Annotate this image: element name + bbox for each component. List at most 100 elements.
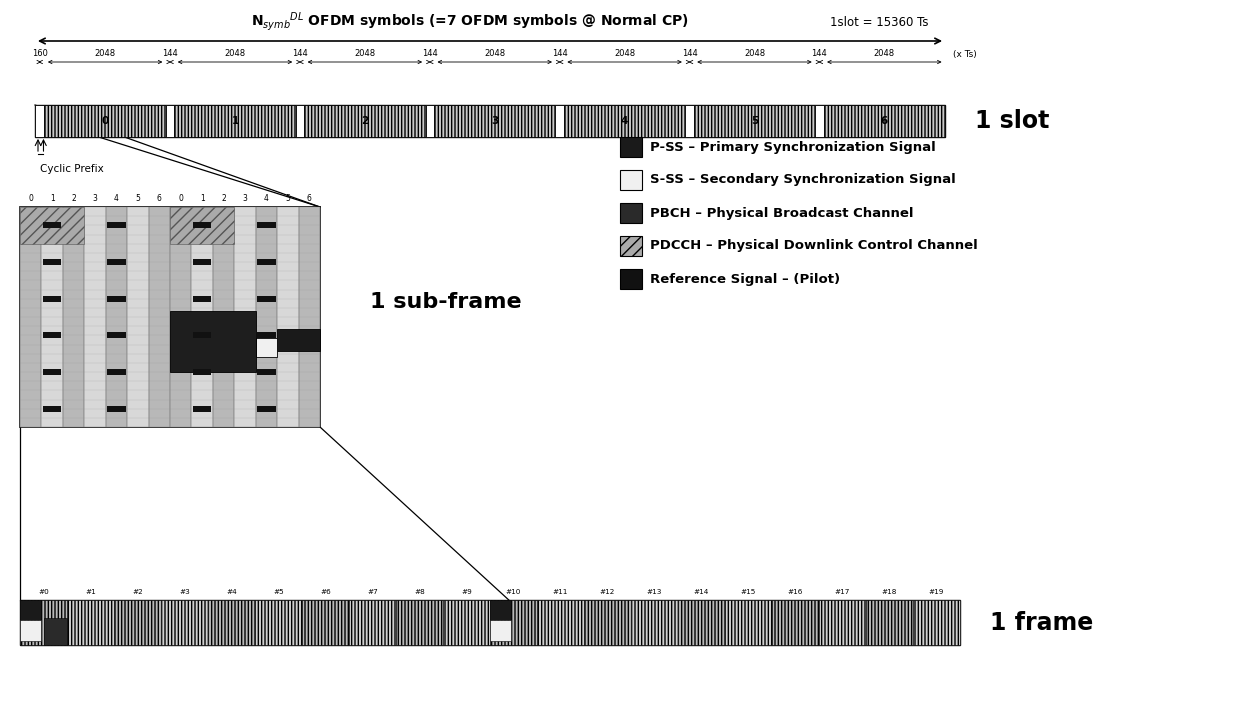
Bar	[678, 600, 725, 645]
Bar	[258, 295, 275, 302]
Text: #13: #13	[647, 589, 662, 595]
Bar	[348, 600, 396, 645]
Bar	[686, 105, 694, 137]
Bar	[434, 105, 556, 137]
Bar	[773, 600, 818, 645]
Bar	[208, 600, 255, 645]
Bar	[537, 600, 584, 645]
Bar	[234, 207, 255, 427]
Bar	[193, 332, 211, 338]
Text: 1 frame: 1 frame	[990, 611, 1094, 635]
Bar	[108, 406, 125, 412]
Text: 2048: 2048	[94, 49, 115, 59]
Text: 3: 3	[243, 194, 248, 203]
Bar	[620, 137, 642, 157]
Bar	[620, 170, 642, 190]
Text: #15: #15	[740, 589, 756, 595]
Text: 2048: 2048	[874, 49, 895, 59]
Bar	[193, 222, 211, 229]
Text: 2: 2	[221, 194, 226, 203]
Bar	[149, 207, 170, 427]
Bar	[128, 207, 149, 427]
Text: #1: #1	[86, 589, 95, 595]
Bar	[295, 105, 304, 137]
Bar	[43, 295, 61, 302]
Text: #19: #19	[929, 589, 944, 595]
Bar	[114, 600, 161, 645]
Text: 144: 144	[162, 49, 179, 59]
Bar	[913, 600, 960, 645]
Text: #17: #17	[835, 589, 851, 595]
Bar	[105, 207, 128, 427]
Bar	[303, 600, 348, 645]
Text: 4: 4	[264, 194, 269, 203]
Bar	[823, 105, 945, 137]
Text: 2048: 2048	[224, 49, 246, 59]
Text: 2: 2	[71, 194, 76, 203]
Bar	[20, 207, 41, 427]
Bar	[278, 207, 299, 427]
Bar	[35, 105, 945, 137]
Bar	[170, 311, 255, 372]
Text: 144: 144	[293, 49, 308, 59]
Bar	[108, 222, 125, 229]
Text: #14: #14	[694, 589, 709, 595]
Bar	[43, 618, 67, 645]
Bar	[170, 207, 191, 427]
Text: 1: 1	[200, 194, 205, 203]
Bar	[443, 600, 490, 645]
Text: PDCCH – Physical Downlink Control Channel: PDCCH – Physical Downlink Control Channe…	[650, 239, 978, 252]
Text: 2048: 2048	[614, 49, 635, 59]
Bar	[258, 259, 275, 265]
Bar	[20, 600, 960, 645]
Bar	[43, 332, 61, 338]
Bar	[193, 259, 211, 265]
Bar	[108, 332, 125, 338]
Text: #2: #2	[133, 589, 143, 595]
Text: 5: 5	[285, 194, 290, 203]
Bar	[20, 207, 84, 244]
Bar	[255, 338, 278, 357]
Text: 144: 144	[422, 49, 438, 59]
Bar	[166, 105, 175, 137]
Bar	[255, 207, 278, 427]
Bar	[556, 105, 564, 137]
Text: #0: #0	[38, 589, 48, 595]
Bar	[694, 105, 815, 137]
Text: #5: #5	[273, 589, 284, 595]
Text: 144: 144	[682, 49, 697, 59]
Bar	[84, 207, 105, 427]
Bar	[108, 259, 125, 265]
Bar	[620, 269, 642, 289]
Text: 1: 1	[50, 194, 55, 203]
Text: 0: 0	[29, 194, 33, 203]
Text: 2048: 2048	[355, 49, 376, 59]
Text: 2048: 2048	[744, 49, 765, 59]
Bar	[396, 600, 443, 645]
Text: #16: #16	[787, 589, 804, 595]
Text: 5: 5	[751, 116, 758, 126]
Text: (x Ts): (x Ts)	[954, 49, 977, 59]
Bar	[20, 207, 320, 427]
Bar	[45, 105, 166, 137]
Text: 1slot = 15360 Ts: 1slot = 15360 Ts	[830, 16, 929, 29]
Text: #7: #7	[367, 589, 378, 595]
Bar	[278, 329, 320, 351]
Text: 0: 0	[179, 194, 184, 203]
Text: 1 sub-frame: 1 sub-frame	[370, 292, 522, 312]
Text: S-SS – Secondary Synchronization Signal: S-SS – Secondary Synchronization Signal	[650, 174, 956, 186]
Bar	[620, 203, 642, 223]
Text: 1: 1	[232, 116, 238, 126]
Bar	[258, 332, 275, 338]
Bar	[866, 600, 913, 645]
Bar	[425, 105, 434, 137]
Text: 6: 6	[306, 194, 311, 203]
Bar	[258, 222, 275, 229]
Text: #11: #11	[553, 589, 568, 595]
Text: 3: 3	[491, 116, 498, 126]
Bar	[299, 207, 320, 427]
Text: Cyclic Prefix: Cyclic Prefix	[40, 164, 104, 174]
Text: 144: 144	[552, 49, 568, 59]
Text: 144: 144	[811, 49, 827, 59]
Bar	[20, 600, 41, 620]
